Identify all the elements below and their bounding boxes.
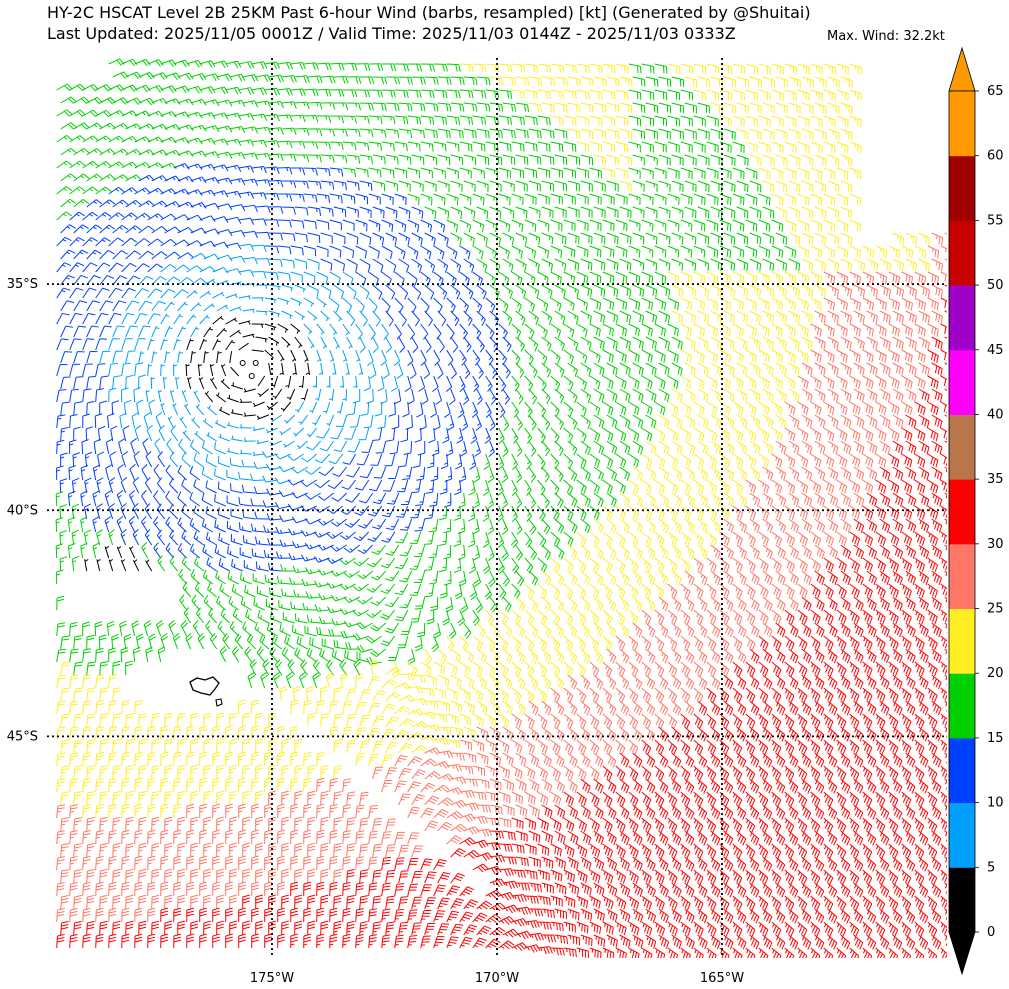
colorbar-tick-label: 35 [987,472,1004,487]
colorbar-bin [949,673,975,738]
colorbar-tick-label: 15 [987,731,1004,746]
colorbar-extend-high [949,48,975,91]
latitude-label: 35°S [7,277,38,292]
map-plot-area [47,58,956,962]
colorbar-bin [949,867,975,932]
longitude-label: 165°W [700,971,744,986]
colorbar-tick-label: 30 [987,537,1004,552]
latitude-label: 40°S [7,503,38,518]
colorbar-tick-label: 55 [987,213,1004,228]
longitude-label: 175°W [250,971,294,986]
longitude-label: 170°W [475,971,519,986]
colorbar: 0 5 10 15 20 25 30 35 40 45 50 55 60 65 [949,48,1004,974]
colorbar-tick-label: 0 [987,925,995,940]
colorbar-tick-label: 20 [987,666,1004,681]
colorbar-bin [949,220,975,285]
colorbar-bin [949,738,975,803]
colorbar-bin [949,479,975,544]
colorbar-bin [949,350,975,415]
colorbar-extend-low [949,932,975,974]
colorbar-tick-label: 10 [987,796,1004,811]
colorbar-bin [949,609,975,674]
colorbar-tick-label: 40 [987,407,1004,422]
colorbar-tick-label: 65 [987,84,1004,99]
colorbar-tick-label: 60 [987,149,1004,164]
colorbar-bin [949,544,975,609]
latitude-label: 45°S [7,729,38,744]
colorbar-bin [949,414,975,479]
colorbar-tick-label: 25 [987,602,1004,617]
colorbar-bin [949,803,975,868]
colorbar-tick-label: 5 [987,860,995,875]
colorbar-tick-label: 45 [987,343,1004,358]
colorbar-bin [949,91,975,156]
colorbar-bin [949,285,975,350]
colorbar-bin [949,156,975,221]
colorbar-tick-label: 50 [987,278,1004,293]
